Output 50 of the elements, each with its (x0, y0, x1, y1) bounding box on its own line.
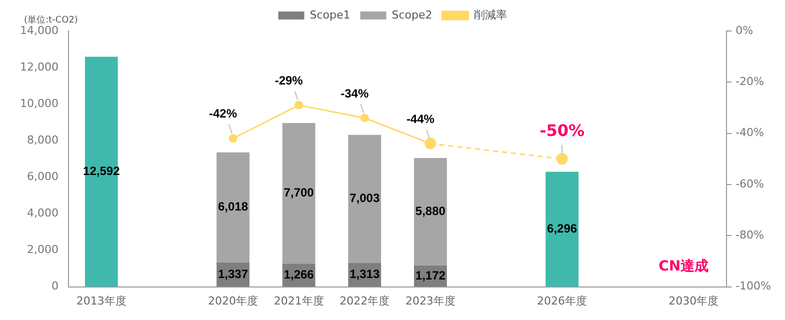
data-label: 1,172 (415, 268, 446, 282)
y-tick-label: 6,000 (26, 170, 58, 184)
point (228, 134, 238, 143)
x-tick-label: 2026年度 (537, 294, 588, 308)
bar (414, 158, 447, 266)
point (556, 153, 568, 165)
data-label: 7,700 (284, 186, 314, 200)
annotation: CN達成 (658, 258, 709, 274)
y-tick-label: 4,000 (26, 206, 58, 220)
y-tick-label: 2,000 (26, 243, 58, 256)
bar (216, 152, 250, 262)
legend-label: Scope2 (392, 8, 432, 22)
data-label: 1,337 (218, 266, 248, 281)
x-tick-label: 2022年度 (340, 294, 390, 308)
y2-tick-label: -60% (736, 177, 764, 190)
data-label: 5,880 (415, 204, 446, 218)
data-label: -34% (340, 86, 369, 100)
bar (84, 56, 118, 287)
data-label: 6,018 (218, 200, 248, 214)
bar (546, 172, 579, 287)
legend-label: Scope1 (310, 8, 350, 22)
y-tick-label: 8,000 (26, 133, 58, 146)
legend-label: 削減率 (474, 8, 507, 22)
y2-tick-label: -100% (736, 280, 772, 293)
data-label: -29% (274, 73, 304, 88)
bar (282, 122, 316, 264)
x-tick-label: 2023年度 (405, 294, 456, 308)
x-tick-label: 2030年度 (668, 294, 719, 308)
y2-tick-label: -80% (736, 228, 764, 242)
data-label: -50% (540, 121, 585, 140)
y-tick-label: 0 (51, 280, 58, 293)
data-label: -42% (209, 106, 238, 121)
y2-tick-label: -20% (736, 75, 764, 88)
point (294, 100, 304, 110)
y-tick-label: 10,000 (20, 96, 58, 110)
bar (348, 134, 382, 263)
data-label: 1,266 (284, 268, 314, 282)
x-tick-label: 2021年度 (274, 294, 324, 308)
x-tick-label: 2013年度 (76, 294, 126, 308)
text: (単位:t-CO2) (24, 14, 78, 26)
data-label: 1,313 (350, 267, 380, 282)
x-tick-label: 2020年度 (208, 294, 258, 308)
point (360, 114, 369, 122)
y-tick-label: 14,000 (20, 24, 58, 37)
y-tick-label: 12,000 (20, 60, 58, 74)
y2-tick-label: -40% (736, 126, 764, 140)
y2-tick-label: 0% (736, 24, 754, 37)
data-label: 7,003 (350, 191, 380, 206)
data-label: -44% (406, 112, 435, 126)
data-label: 6,296 (547, 222, 578, 236)
